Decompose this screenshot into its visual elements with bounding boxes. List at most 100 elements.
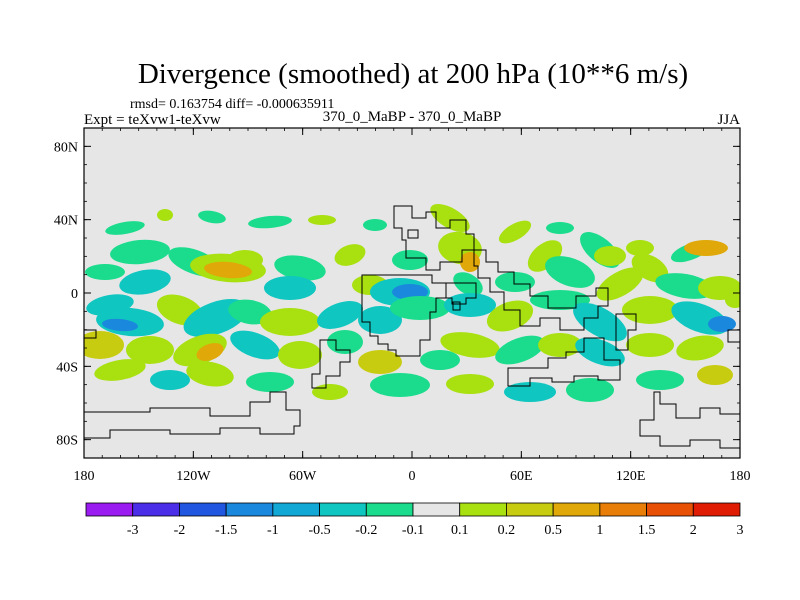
x-tick-label: 60E	[510, 469, 533, 484]
x-tick-label: 0	[409, 469, 416, 484]
divergence-contour-region	[530, 290, 590, 310]
colorbar-swatch	[319, 502, 367, 517]
colorbar: -3 -2 -1.5 -1 -0.5 -0.2 -0.1 0.1 0.2 0.5 1 1.5 2 3	[85, 502, 744, 538]
divergence-contour-region	[274, 255, 326, 281]
y-tick-label: 40N	[54, 214, 78, 229]
east-land-outline	[727, 329, 740, 343]
colorbar-swatch	[365, 502, 414, 517]
divergence-contour-region	[246, 372, 294, 392]
divergence-contour-region	[594, 246, 626, 266]
divergence-contour-region	[84, 331, 124, 359]
divergence-contour-region	[370, 373, 430, 397]
colorbar-label: -0.5	[308, 523, 330, 538]
africa-outline	[361, 274, 447, 357]
divergence-contour-region	[504, 382, 556, 402]
colorbar-label: 0.2	[498, 523, 516, 538]
colorbar-swatch	[85, 502, 134, 517]
divergence-contour-region	[157, 209, 173, 221]
x-tick-label: 120E	[616, 469, 646, 484]
divergence-contour-region	[636, 370, 684, 390]
divergence-contour-region	[105, 221, 145, 235]
divergence-contour-region	[538, 333, 582, 357]
divergence-contour-region	[312, 384, 348, 400]
divergence-contour-region	[102, 318, 138, 332]
colorbar-label: 0.1	[451, 523, 469, 538]
divergence-contour-region	[119, 269, 171, 295]
divergence-contour-region	[150, 370, 190, 390]
colorbar-label: 3	[737, 523, 744, 538]
y-tick-label: 80N	[54, 140, 78, 155]
divergence-contour-region	[392, 284, 428, 300]
x-axis: 180 120W 60W 0 60E 120E 180	[74, 128, 751, 484]
divergence-contour-region	[626, 240, 654, 256]
divergence-contour-region	[196, 343, 224, 361]
divergence-contour-region	[126, 336, 174, 364]
colorbar-label: 1.5	[638, 523, 656, 538]
divergence-contour-region	[278, 341, 322, 369]
divergence-contour-region	[498, 220, 532, 244]
south-america-outline	[311, 339, 351, 389]
x-tick-label: 60W	[289, 469, 317, 484]
divergence-contour-region	[486, 300, 534, 332]
continent-outlines	[84, 205, 740, 449]
y-tick-label: 40S	[56, 360, 78, 375]
colorbar-label: 1	[596, 523, 603, 538]
divergence-contour-region	[358, 306, 402, 334]
divergence-contour-region	[440, 332, 500, 358]
colorbar-label: -0.2	[355, 523, 377, 538]
colorbar-swatch	[132, 502, 180, 517]
colorbar-swatch	[459, 502, 507, 517]
divergence-contour-region	[446, 374, 494, 394]
colorbar-label: 2	[690, 523, 697, 538]
divergence-contour-region	[204, 261, 252, 279]
divergence-contour-region	[546, 222, 574, 234]
y-tick-label: 80S	[56, 434, 78, 449]
divergence-contour-region	[453, 272, 483, 296]
divergence-contour-region	[420, 350, 460, 370]
australia-outline	[507, 337, 621, 387]
antarctica-outline-west	[84, 391, 301, 439]
colorbar-swatch	[646, 502, 694, 517]
divergence-contour-region	[264, 276, 316, 300]
stats-line: rmsd= 0.163754 diff= -0.000635911	[130, 97, 334, 112]
chart-title: Divergence (smoothed) at 200 hPa (10**6 …	[138, 58, 688, 90]
divergence-contour-region	[495, 272, 535, 292]
divergence-contour-region	[390, 296, 450, 320]
divergence-field	[84, 204, 740, 402]
divergence-contour-region	[460, 252, 480, 272]
island-outline-b	[407, 229, 419, 239]
divergence-contour-region	[575, 337, 625, 367]
center-label: 370_0_MaBP - 370_0_MaBP	[323, 109, 502, 125]
divergence-contour-region	[626, 333, 674, 357]
colorbar-label: 0.5	[544, 523, 562, 538]
colorbar-swatch	[552, 502, 601, 517]
colorbar-label: -2	[174, 523, 186, 538]
divergence-contour-region	[228, 299, 272, 325]
x-tick-label: 180	[74, 469, 95, 484]
divergence-contour-region	[697, 365, 733, 385]
colorbar-swatch	[506, 502, 554, 517]
divergence-contour-region	[444, 293, 496, 317]
divergence-contour-region	[545, 256, 595, 288]
colorbar-swatch	[272, 502, 320, 517]
divergence-contour-region	[358, 350, 402, 374]
divergence-contour-region	[230, 330, 280, 360]
colorbar-swatch	[179, 502, 227, 517]
colorbar-swatch	[599, 502, 647, 517]
arabia-outline	[446, 282, 477, 305]
oceania-outline	[615, 313, 637, 351]
divergence-contour-region	[392, 250, 428, 270]
divergence-contour-region	[725, 292, 740, 308]
divergence-contour-region	[94, 359, 146, 381]
colorbar-label: -0.1	[402, 523, 424, 538]
divergence-contour-region	[495, 335, 545, 365]
divergence-contour-region	[430, 204, 470, 232]
divergence-contour-region	[676, 335, 724, 361]
colorbar-label: -1.5	[215, 523, 237, 538]
divergence-contour-region	[198, 210, 226, 224]
colorbar-swatch	[412, 502, 461, 517]
island-outline-a	[452, 301, 461, 311]
y-axis: 80N 40N 0 40S 80S	[54, 127, 740, 459]
antarctica-outline-east	[639, 391, 740, 449]
